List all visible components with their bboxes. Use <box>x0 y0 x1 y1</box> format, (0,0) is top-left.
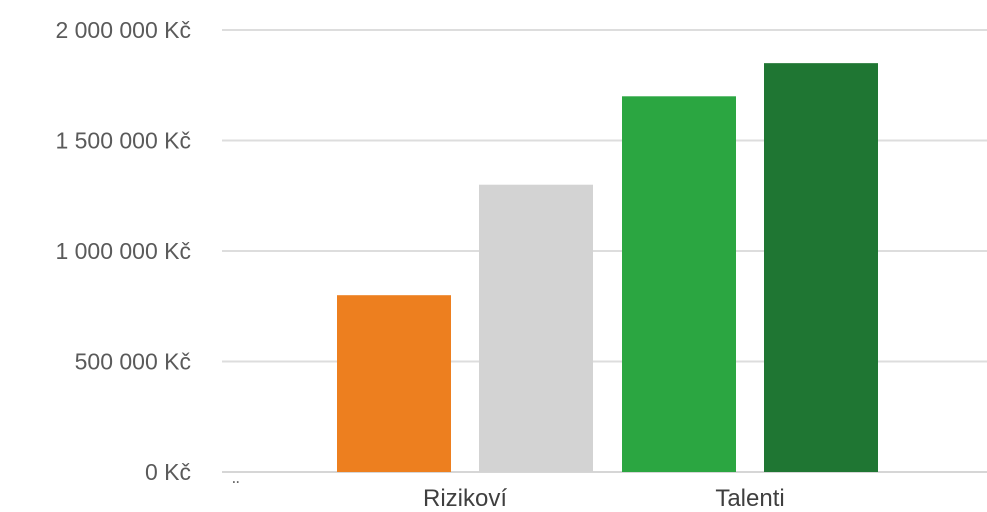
bar-talenti-1 <box>622 96 736 473</box>
bar-group <box>337 63 878 473</box>
x-category-label: Rizikoví <box>423 485 507 512</box>
bar-rizikoví-1 <box>337 295 451 472</box>
y-tick-label: 1 500 000 Kč <box>55 128 191 154</box>
axis-label-group: 0 Kč 500 000 Kč 1 000 000 Kč 1 500 000 Kč 2 … <box>55 17 784 512</box>
y-tick-label: 500 000 Kč <box>75 349 191 375</box>
axis-mark: ¨ <box>233 478 240 500</box>
x-category-label: Talenti <box>715 485 784 512</box>
y-tick-label: 2 000 000 Kč <box>55 17 191 43</box>
bar-talenti-2 <box>764 63 878 473</box>
y-tick-label: 0 Kč <box>145 459 191 485</box>
y-tick-label: 1 000 000 Kč <box>55 238 191 264</box>
bar-rizikoví-2 <box>479 184 593 472</box>
